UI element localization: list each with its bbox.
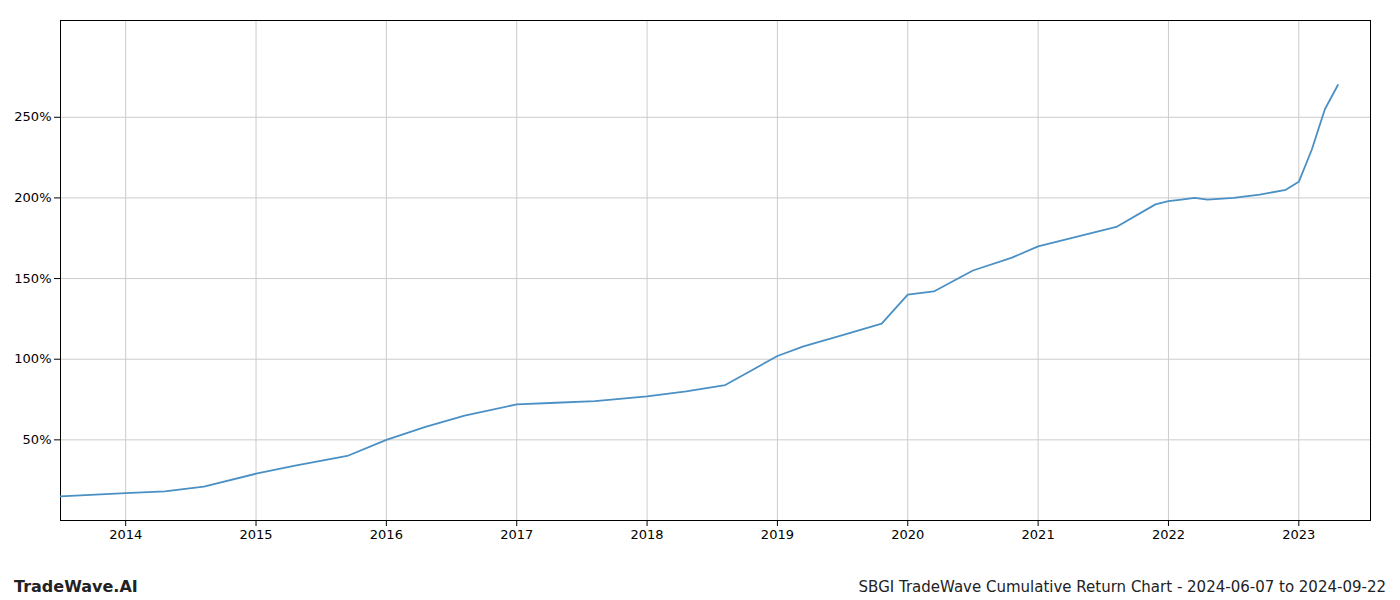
svg-text:2020: 2020	[891, 527, 924, 542]
svg-text:2017: 2017	[500, 527, 533, 542]
svg-text:2021: 2021	[1022, 527, 1055, 542]
svg-text:50%: 50%	[23, 432, 52, 447]
svg-text:200%: 200%	[14, 190, 51, 205]
svg-text:100%: 100%	[14, 351, 51, 366]
svg-text:2022: 2022	[1152, 527, 1185, 542]
html-text:TradeWave.AI: TradeWave.AI	[14, 577, 138, 596]
svg-text:150%: 150%	[14, 271, 51, 286]
svg-text:2018: 2018	[631, 527, 664, 542]
html-text:SBGI TradeWave Cumulative Retu: SBGI TradeWave Cumulative Return Chart -…	[858, 578, 1386, 596]
svg-text:2014: 2014	[109, 527, 142, 542]
svg-text:2023: 2023	[1282, 527, 1315, 542]
svg-text:2015: 2015	[239, 527, 272, 542]
svg-text:250%: 250%	[14, 109, 51, 124]
svg-text:2019: 2019	[761, 527, 794, 542]
svg-text:2016: 2016	[370, 527, 403, 542]
